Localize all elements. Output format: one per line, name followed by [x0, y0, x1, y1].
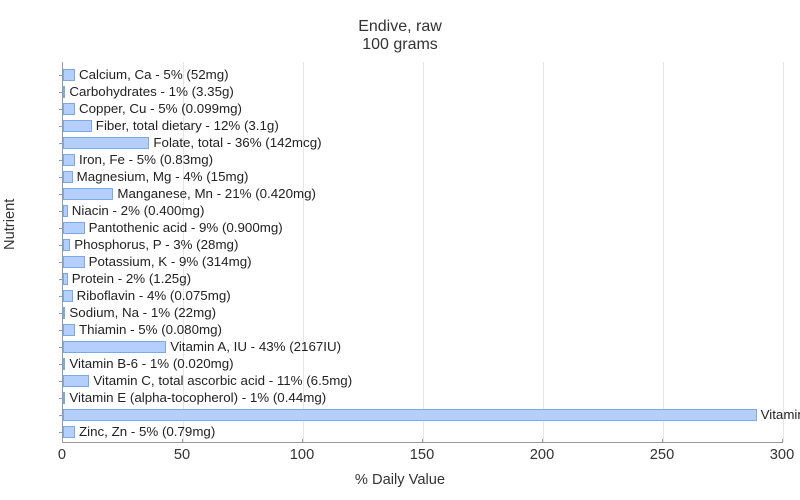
- bar-row: Iron, Fe - 5% (0.83mg): [63, 153, 783, 167]
- x-tick-label: 0: [58, 447, 66, 463]
- grid-line: [783, 62, 784, 442]
- bar: [63, 307, 65, 319]
- x-tick-mark: [782, 439, 783, 443]
- bar: [63, 324, 75, 336]
- bar-row: Folate, total - 36% (142mcg): [63, 136, 783, 150]
- bar: [63, 273, 68, 285]
- x-tick-label: 100: [290, 447, 314, 463]
- bar-label: Vitamin E (alpha-tocopherol) - 1% (0.44m…: [69, 391, 326, 405]
- bar-label: Iron, Fe - 5% (0.83mg): [79, 153, 213, 167]
- bar: [63, 256, 85, 268]
- bar: [63, 69, 75, 81]
- plot-area: Calcium, Ca - 5% (52mg) Carbohydrates - 1…: [62, 62, 783, 443]
- bar-row: Copper, Cu - 5% (0.099mg): [63, 102, 783, 116]
- x-axis-label: % Daily Value: [0, 472, 800, 488]
- chart-title-line1: Endive, raw: [0, 18, 800, 36]
- bar-label: Thiamin - 5% (0.080mg): [79, 323, 222, 337]
- bar: [63, 137, 149, 149]
- bar-label: Niacin - 2% (0.400mg): [72, 204, 205, 218]
- bar-row: Magnesium, Mg - 4% (15mg): [63, 170, 783, 184]
- bar-row: Zinc, Zn - 5% (0.79mg): [63, 425, 783, 439]
- y-axis-label: Nutrient: [2, 199, 18, 250]
- bar-row: Riboflavin - 4% (0.075mg): [63, 289, 783, 303]
- bar: [63, 239, 70, 251]
- bar-label: Potassium, K - 9% (314mg): [89, 255, 252, 269]
- bar-label: Protein - 2% (1.25g): [72, 272, 191, 286]
- bar-label: Calcium, Ca - 5% (52mg): [79, 68, 229, 82]
- bar-row: Vitamin B-6 - 1% (0.020mg): [63, 357, 783, 371]
- bar-label: Phosphorus, P - 3% (28mg): [74, 238, 238, 252]
- bar: [63, 375, 89, 387]
- bar-label: Vitamin C, total ascorbic acid - 11% (6.…: [93, 374, 352, 388]
- bar: [63, 188, 113, 200]
- bar: [63, 426, 75, 438]
- bar-row: Vitamin A, IU - 43% (2167IU): [63, 340, 783, 354]
- x-tick-mark: [542, 439, 543, 443]
- bar: [63, 409, 757, 421]
- bar-row: Vitamin K (phylloquinone) - 289% (231.0m…: [63, 408, 783, 422]
- bar-label: Riboflavin - 4% (0.075mg): [77, 289, 231, 303]
- x-tick-mark: [182, 439, 183, 443]
- bar-row: Thiamin - 5% (0.080mg): [63, 323, 783, 337]
- bar-row: Vitamin E (alpha-tocopherol) - 1% (0.44m…: [63, 391, 783, 405]
- bar-row: Niacin - 2% (0.400mg): [63, 204, 783, 218]
- bar: [63, 222, 85, 234]
- x-axis-ticks: 050100150200250300: [62, 443, 782, 463]
- x-tick-label: 250: [650, 447, 674, 463]
- bar-label: Magnesium, Mg - 4% (15mg): [77, 170, 249, 184]
- bar-row: Pantothenic acid - 9% (0.900mg): [63, 221, 783, 235]
- bar: [63, 154, 75, 166]
- bar-row: Vitamin C, total ascorbic acid - 11% (6.…: [63, 374, 783, 388]
- bar: [63, 358, 65, 370]
- bar: [63, 290, 73, 302]
- bar-row: Sodium, Na - 1% (22mg): [63, 306, 783, 320]
- bar-label: Folate, total - 36% (142mcg): [153, 136, 321, 150]
- bar: [63, 120, 92, 132]
- bar-row: Fiber, total dietary - 12% (3.1g): [63, 119, 783, 133]
- bar: [63, 171, 73, 183]
- x-tick-label: 200: [530, 447, 554, 463]
- x-tick-label: 50: [174, 447, 190, 463]
- chart-title-line2: 100 grams: [0, 36, 800, 54]
- bar-row: Protein - 2% (1.25g): [63, 272, 783, 286]
- x-tick-mark: [422, 439, 423, 443]
- bar-label: Vitamin A, IU - 43% (2167IU): [170, 340, 341, 354]
- bar-label: Fiber, total dietary - 12% (3.1g): [96, 119, 279, 133]
- x-tick-mark: [62, 439, 63, 443]
- bar-label: Manganese, Mn - 21% (0.420mg): [117, 187, 316, 201]
- bar-label: Zinc, Zn - 5% (0.79mg): [79, 425, 215, 439]
- x-tick-label: 150: [410, 447, 434, 463]
- bar: [63, 86, 65, 98]
- x-tick-label: 300: [770, 447, 794, 463]
- bar: [63, 341, 166, 353]
- bar: [63, 392, 65, 404]
- x-tick-mark: [302, 439, 303, 443]
- bar-row: Calcium, Ca - 5% (52mg): [63, 68, 783, 82]
- chart-container: Endive, raw 100 grams Nutrient Calcium, …: [0, 0, 800, 500]
- bar-row: Potassium, K - 9% (314mg): [63, 255, 783, 269]
- bar-label: Vitamin K (phylloquinone) - 289% (231.0m…: [761, 408, 800, 422]
- bar-row: Manganese, Mn - 21% (0.420mg): [63, 187, 783, 201]
- bar-row: Phosphorus, P - 3% (28mg): [63, 238, 783, 252]
- bar-label: Copper, Cu - 5% (0.099mg): [79, 102, 242, 116]
- bar-label: Pantothenic acid - 9% (0.900mg): [89, 221, 283, 235]
- bar-row: Carbohydrates - 1% (3.35g): [63, 85, 783, 99]
- bar-label: Vitamin B-6 - 1% (0.020mg): [69, 357, 233, 371]
- bar: [63, 205, 68, 217]
- bar-label: Carbohydrates - 1% (3.35g): [69, 85, 233, 99]
- bar: [63, 103, 75, 115]
- bar-label: Sodium, Na - 1% (22mg): [69, 306, 216, 320]
- x-tick-mark: [662, 439, 663, 443]
